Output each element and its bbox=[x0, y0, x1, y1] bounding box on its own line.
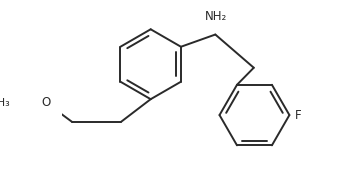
Text: F: F bbox=[295, 108, 301, 122]
Text: CH₃: CH₃ bbox=[0, 98, 10, 108]
Text: O: O bbox=[41, 96, 51, 109]
Text: NH₂: NH₂ bbox=[205, 10, 227, 23]
